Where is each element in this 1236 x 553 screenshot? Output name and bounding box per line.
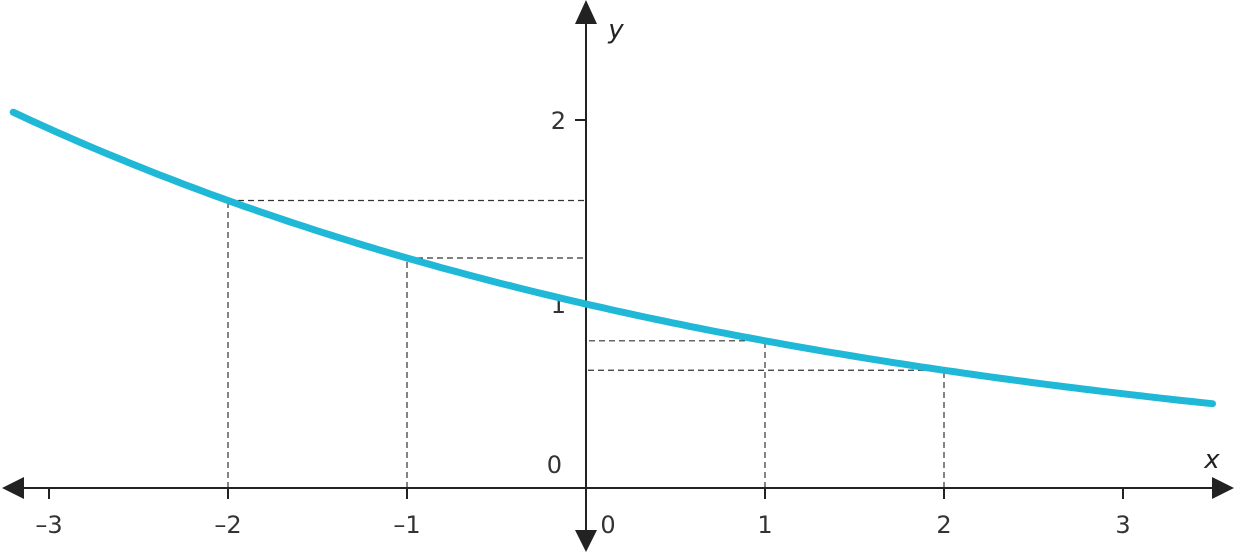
tick-labels: –3 –2 –1 1 2 312 bbox=[35, 107, 1130, 539]
x-axis-left-arrow-icon bbox=[2, 477, 24, 499]
x-tick-label: 1 bbox=[757, 511, 772, 539]
x-tick-label: 3 bbox=[1115, 511, 1130, 539]
y-tick-label: 2 bbox=[551, 107, 566, 135]
y-axis-down-arrow-icon bbox=[575, 530, 597, 552]
dashed-guide-lines bbox=[227, 199, 945, 488]
x-tick-label: –3 bbox=[35, 511, 62, 539]
x-origin-label: 0 bbox=[600, 511, 615, 539]
y-axis-label: y bbox=[607, 15, 624, 45]
x-axis-right-arrow-icon bbox=[1212, 477, 1234, 499]
y-axis-up-arrow-icon bbox=[575, 0, 597, 24]
x-tick-label: –2 bbox=[214, 511, 241, 539]
series-line-curve bbox=[9, 108, 1216, 408]
x-axis-label: x bbox=[1203, 445, 1220, 475]
x-tick-label: 2 bbox=[936, 511, 951, 539]
y-origin-label: 0 bbox=[547, 451, 562, 479]
x-tick-label: –1 bbox=[393, 511, 420, 539]
